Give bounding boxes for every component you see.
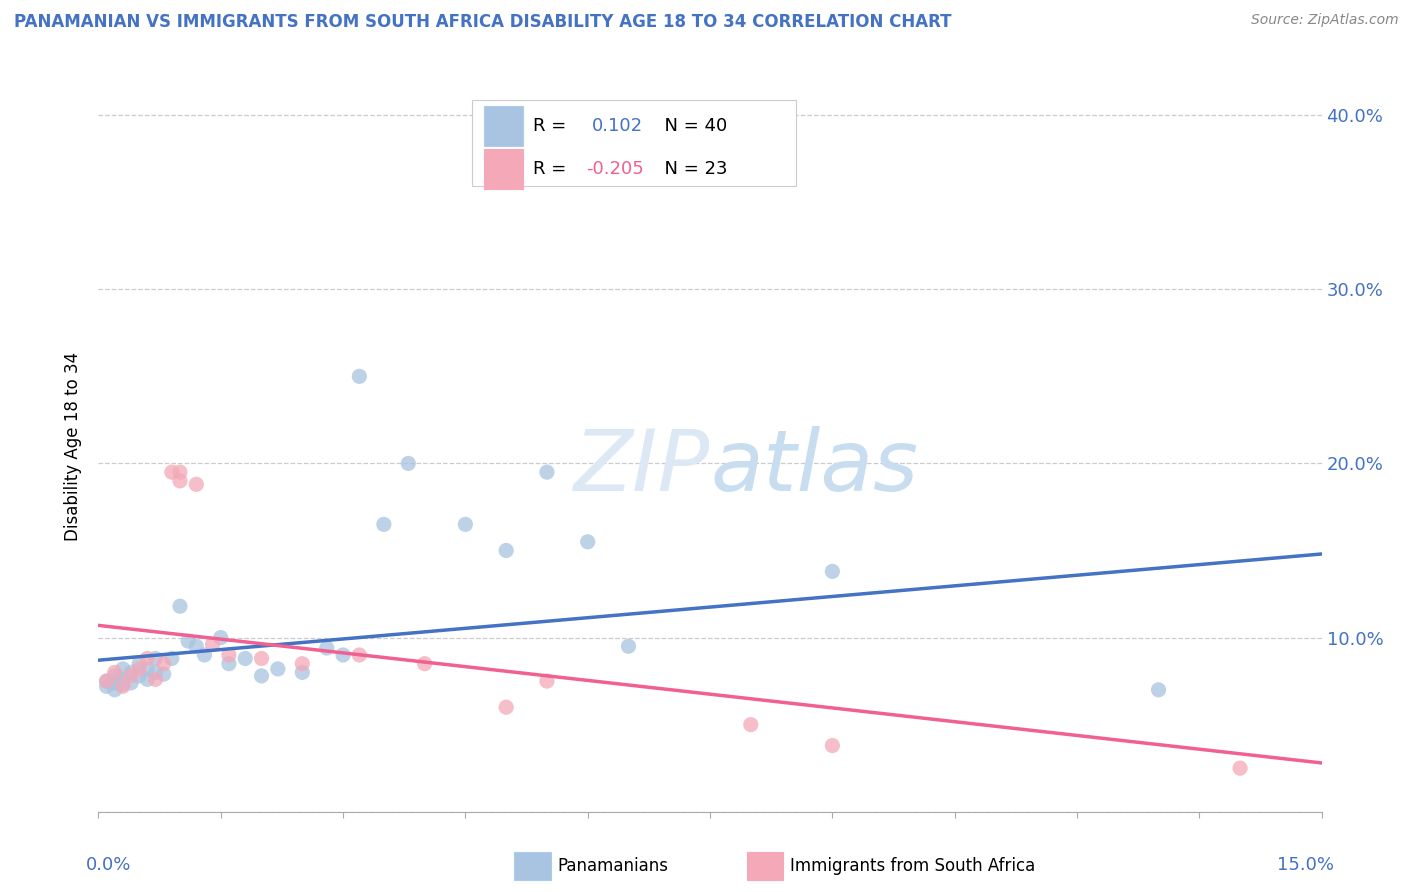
Point (96, 679, 118, 693)
Point (111, 677, 134, 691)
Point (111, 673, 134, 687)
Text: Panamanians: Panamanians (557, 857, 668, 875)
Point (233, 651, 256, 665)
Text: N = 23: N = 23 (652, 160, 727, 178)
Point (177, 634, 200, 648)
Point (349, 369, 371, 384)
Point (1147, 682, 1170, 697)
Point (136, 673, 159, 687)
Point (218, 648, 240, 662)
Point (111, 662, 134, 676)
Point (396, 457, 419, 471)
Point (291, 665, 314, 680)
Point (209, 631, 232, 645)
Text: R =: R = (533, 117, 578, 135)
Point (821, 739, 844, 753)
Point (186, 477, 208, 491)
Point (536, 674, 558, 689)
Point (1229, 761, 1251, 775)
Point (145, 651, 167, 665)
Text: Source: ZipAtlas.com: Source: ZipAtlas.com (1251, 13, 1399, 28)
Point (576, 534, 599, 549)
Y-axis label: Disability Age 18 to 34: Disability Age 18 to 34 (65, 351, 83, 541)
Point (152, 667, 174, 681)
Point (536, 465, 558, 479)
Point (291, 657, 314, 671)
Point (332, 648, 354, 662)
Text: R =: R = (533, 160, 572, 178)
Point (104, 665, 127, 680)
Point (169, 474, 191, 488)
Point (128, 657, 150, 671)
Point (160, 651, 183, 665)
Point (104, 682, 127, 697)
Point (152, 657, 174, 671)
Point (145, 665, 167, 680)
Point (349, 648, 371, 662)
Point (373, 517, 395, 532)
Point (160, 465, 183, 479)
Point (193, 648, 215, 662)
Point (315, 640, 337, 655)
Point (111, 679, 134, 693)
Point (495, 700, 517, 714)
Point (169, 599, 191, 614)
Text: 0.102: 0.102 (592, 117, 643, 135)
Point (120, 669, 142, 683)
Point (267, 662, 290, 676)
Point (104, 676, 127, 690)
Bar (747, 852, 783, 880)
Point (136, 651, 159, 665)
Point (740, 717, 762, 731)
Point (454, 517, 477, 532)
Text: Immigrants from South Africa: Immigrants from South Africa (790, 857, 1035, 875)
FancyBboxPatch shape (471, 100, 796, 186)
Point (186, 640, 208, 654)
Point (128, 662, 150, 676)
Bar (484, 106, 523, 146)
Text: 0.0%: 0.0% (86, 855, 132, 873)
Point (120, 665, 142, 680)
Bar (484, 149, 523, 189)
Point (104, 669, 127, 683)
Text: 15.0%: 15.0% (1277, 855, 1334, 873)
Point (145, 673, 167, 687)
Point (136, 662, 159, 676)
Point (201, 638, 224, 652)
Point (495, 543, 517, 558)
Point (250, 651, 273, 665)
Point (250, 669, 273, 683)
Point (218, 657, 240, 671)
Text: PANAMANIAN VS IMMIGRANTS FROM SOUTH AFRICA DISABILITY AGE 18 TO 34 CORRELATION C: PANAMANIAN VS IMMIGRANTS FROM SOUTH AFRI… (14, 13, 952, 31)
Text: ZIP: ZIP (574, 426, 710, 509)
Text: -0.205: -0.205 (586, 160, 644, 178)
Point (617, 640, 640, 654)
Text: atlas: atlas (710, 426, 918, 509)
Text: N = 40: N = 40 (652, 117, 727, 135)
Point (120, 676, 142, 690)
Point (96, 674, 118, 689)
Point (821, 565, 844, 579)
Point (413, 657, 436, 671)
Point (96, 674, 118, 689)
Bar (515, 852, 551, 880)
Point (128, 669, 150, 683)
Point (169, 465, 191, 479)
